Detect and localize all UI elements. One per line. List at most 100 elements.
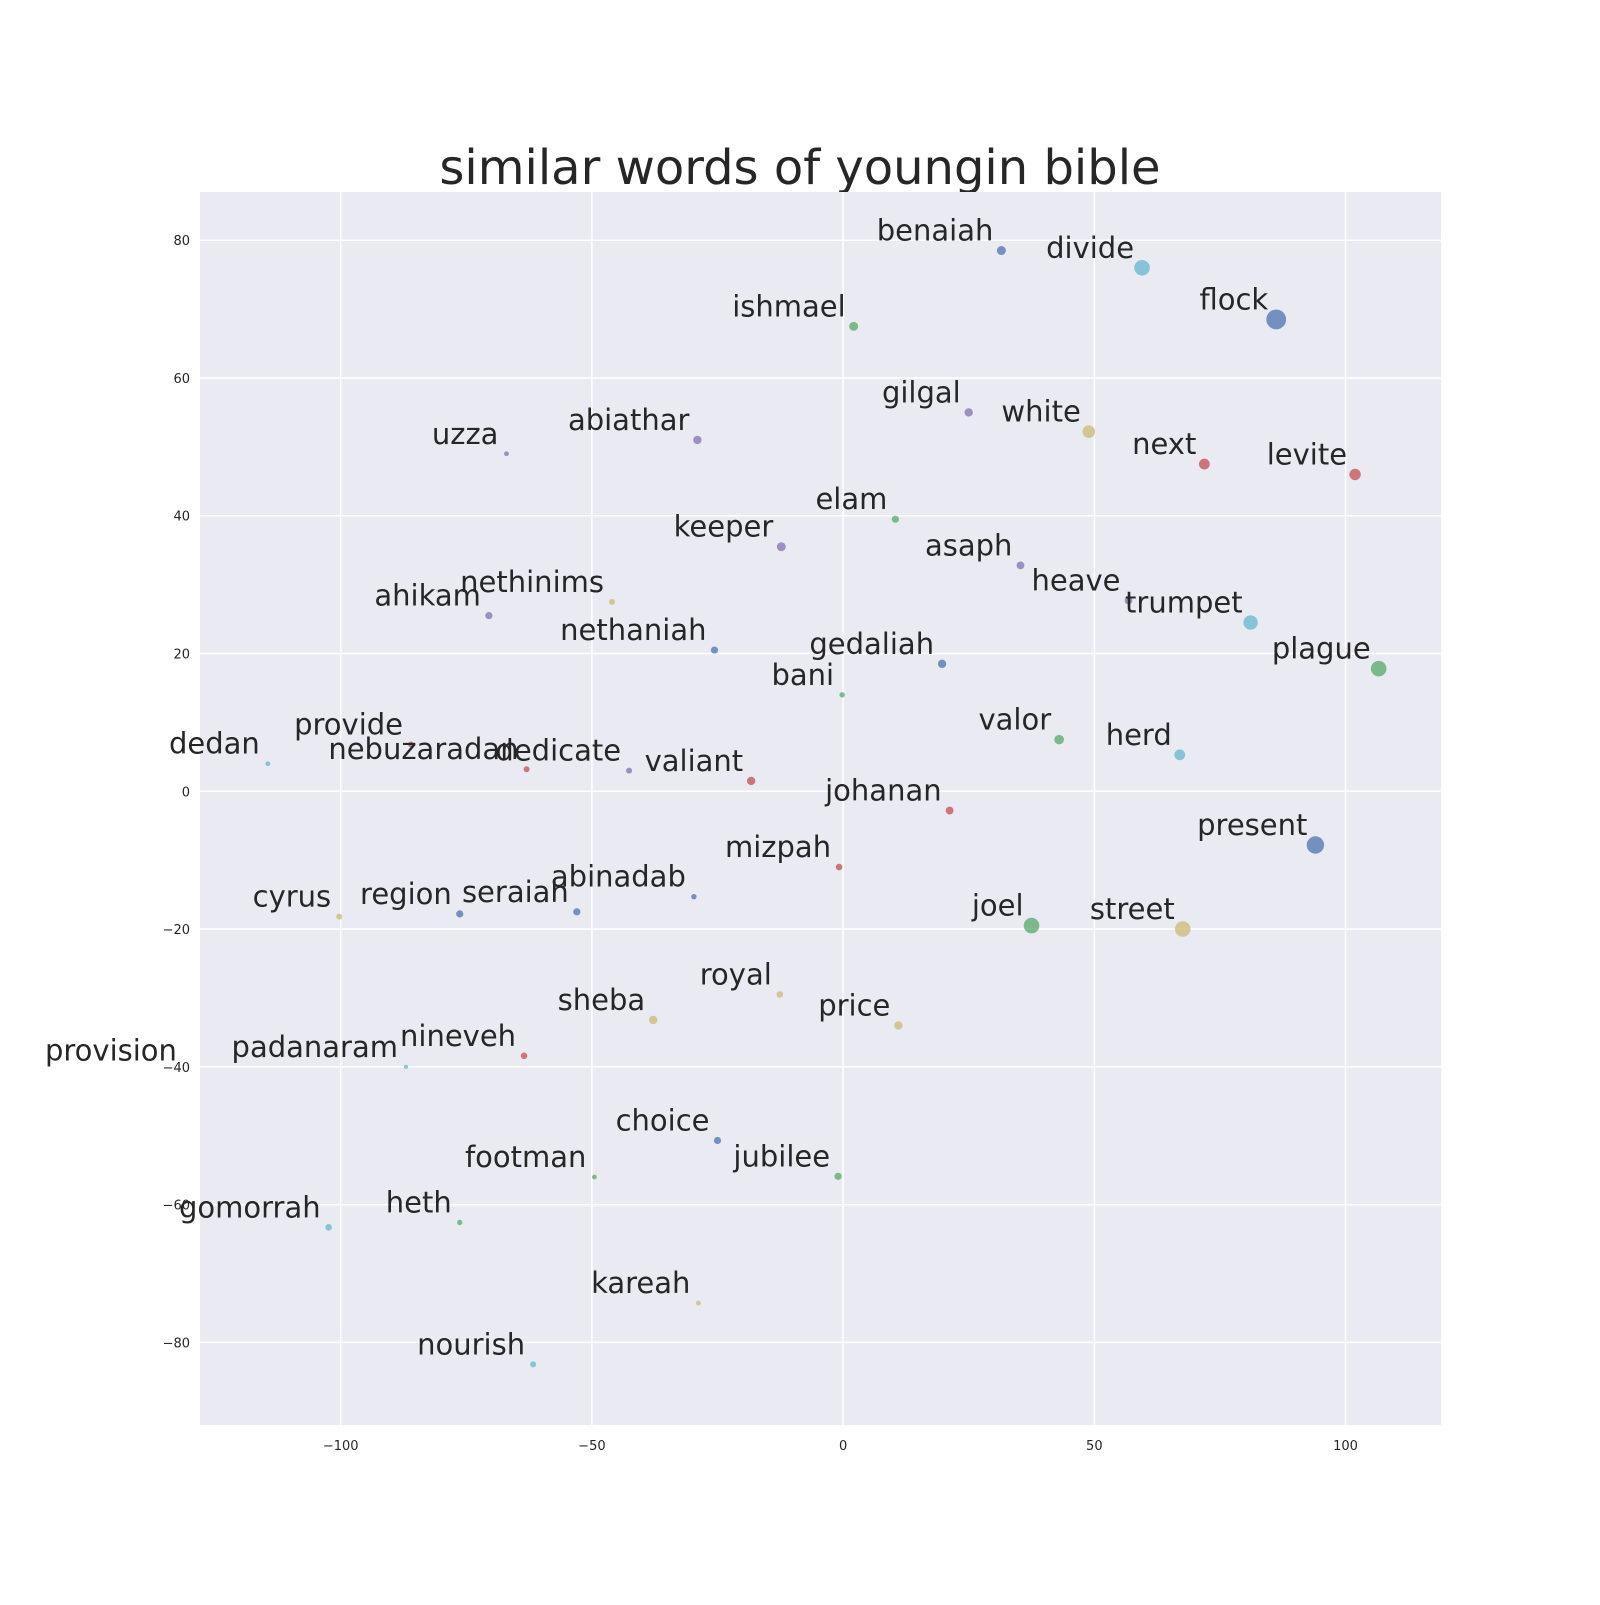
data-point-valiant	[746, 776, 756, 786]
data-point-abinadab	[691, 893, 697, 900]
data-point-mizpah	[835, 863, 843, 871]
point-label-nineveh: nineveh	[400, 1019, 516, 1053]
data-point-ishmael	[849, 321, 859, 331]
point-label-footman: footman	[465, 1140, 586, 1174]
point-label-mizpah: mizpah	[725, 830, 831, 864]
y-tick-label: 0	[182, 785, 190, 800]
data-point-seraiah	[573, 908, 581, 916]
point-label-region: region	[360, 877, 452, 911]
point-label-trumpet: trumpet	[1125, 586, 1243, 620]
point-label-kareah: kareah	[591, 1266, 690, 1300]
point-label-levite: levite	[1267, 437, 1347, 471]
data-point-keeper	[776, 542, 786, 552]
data-point-levite	[1349, 468, 1361, 481]
y-tick-label: −80	[163, 1336, 190, 1351]
data-point-joel	[1023, 917, 1040, 934]
x-tick-label: −50	[578, 1439, 605, 1454]
data-point-nebuzaradan	[523, 766, 530, 773]
data-point-choice	[713, 1136, 722, 1145]
point-labels: benaiah divide flock ishmael gilgal white uzza…	[45, 214, 1371, 1362]
point-label-present: present	[1197, 808, 1307, 842]
data-point-royal	[776, 991, 784, 998]
point-label-padanaram: padanaram	[232, 1030, 398, 1064]
data-point-bani	[839, 692, 845, 698]
point-label-ishmael: ishmael	[732, 289, 845, 323]
y-tick-label: 60	[173, 372, 190, 387]
data-point-region	[456, 910, 464, 918]
y-tick-label: −20	[163, 923, 190, 938]
y-tick-label: 80	[173, 234, 190, 249]
y-tick-label: −40	[163, 1061, 190, 1076]
data-point-white	[1082, 425, 1096, 439]
point-label-nourish: nourish	[417, 1327, 525, 1361]
point-label-benaiah: benaiah	[877, 214, 994, 248]
point-label-cyrus: cyrus	[253, 880, 332, 914]
point-label-gomorrah: gomorrah	[179, 1190, 321, 1224]
data-point-nethinims	[608, 598, 615, 605]
grid-lines	[200, 192, 1441, 1425]
point-label-dedicate: dedicate	[495, 734, 621, 768]
data-point-flock	[1266, 309, 1287, 330]
data-point-price	[894, 1021, 903, 1030]
point-label-nethinims: nethinims	[460, 565, 604, 599]
point-label-elam: elam	[815, 482, 887, 516]
data-point-ahikam	[485, 612, 493, 620]
data-point-nethaniah	[710, 646, 719, 654]
data-points	[265, 246, 1387, 1368]
data-point-nourish	[530, 1361, 537, 1368]
data-point-asaph	[1016, 561, 1025, 570]
data-point-trumpet	[1243, 615, 1258, 630]
point-label-keeper: keeper	[674, 510, 774, 544]
data-point-jubilee	[834, 1172, 842, 1180]
x-tick-label: −100	[323, 1439, 359, 1454]
data-point-valor	[1054, 734, 1064, 745]
point-label-herd: herd	[1106, 718, 1172, 752]
data-point-johanan	[945, 806, 954, 815]
x-tick-label: 50	[1086, 1439, 1103, 1454]
x-tick-label: 0	[839, 1439, 847, 1454]
point-label-asaph: asaph	[925, 528, 1012, 562]
point-label-seraiah: seraiah	[462, 875, 569, 909]
point-label-royal: royal	[700, 957, 772, 991]
data-point-heave	[1124, 596, 1133, 605]
point-label-plague: plague	[1272, 632, 1371, 666]
point-label-bani: bani	[771, 658, 834, 692]
data-point-footman	[592, 1174, 597, 1180]
point-label-dedan: dedan	[169, 727, 260, 761]
data-point-kareah	[696, 1300, 701, 1306]
point-label-nebuzaradan: nebuzaradan	[328, 732, 518, 766]
data-point-elam	[891, 515, 899, 523]
plot-area	[200, 192, 1441, 1425]
data-point-present	[1306, 836, 1325, 854]
point-label-heave: heave	[1031, 563, 1120, 597]
data-point-uzza	[504, 451, 509, 457]
data-point-gomorrah	[325, 1224, 332, 1231]
data-point-benaiah	[996, 246, 1006, 256]
point-label-white: white	[1001, 395, 1080, 429]
point-label-heth: heth	[386, 1185, 452, 1219]
point-label-provision: provision	[45, 1033, 177, 1067]
point-label-jubilee: jubilee	[732, 1139, 830, 1173]
data-point-heth	[457, 1219, 463, 1226]
x-tick-label: 100	[1333, 1439, 1358, 1454]
point-label-flock: flock	[1199, 282, 1268, 316]
data-point-gedaliah	[937, 659, 947, 669]
point-label-uzza: uzza	[432, 417, 499, 451]
chart-title: similar words of youngin bible	[439, 140, 1160, 196]
point-label-provide: provide	[294, 707, 403, 741]
point-label-gedaliah: gedaliah	[809, 627, 934, 661]
point-label-next: next	[1132, 427, 1196, 461]
point-label-abinadab: abinadab	[551, 860, 686, 894]
data-point-next	[1198, 458, 1210, 470]
data-point-cyrus	[336, 913, 343, 920]
data-point-nineveh	[520, 1052, 528, 1060]
tick-labels: −100 −50 0 50 100 80 60 40 20 0 −20 −40 −60 −80	[163, 234, 1358, 1454]
data-point-plague	[1370, 660, 1387, 677]
data-point-divide	[1134, 259, 1150, 276]
point-label-nethaniah: nethaniah	[560, 613, 706, 647]
data-point-herd	[1174, 749, 1186, 761]
y-tick-label: 40	[173, 510, 190, 525]
point-label-valiant: valiant	[645, 744, 744, 778]
